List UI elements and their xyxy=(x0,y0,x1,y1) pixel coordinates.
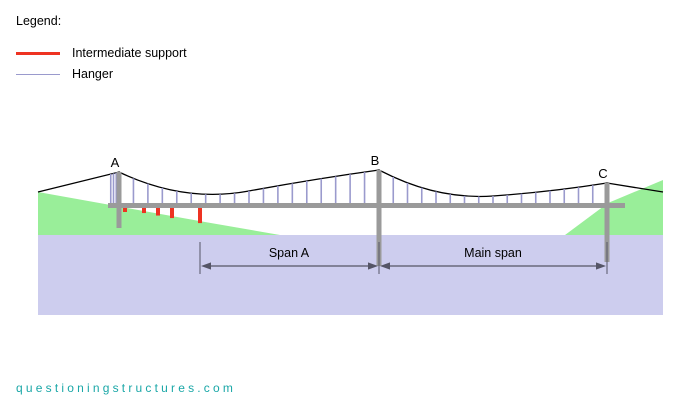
tower-b xyxy=(376,170,382,266)
legend-item-label: Hanger xyxy=(72,67,113,81)
dimension-label: Span A xyxy=(269,246,310,260)
ground-left-bank xyxy=(38,192,280,235)
site-watermark: questioningstructures.com xyxy=(16,381,237,395)
bridge-deck xyxy=(108,203,625,208)
legend-item-intermediate-support: Intermediate support xyxy=(16,44,336,62)
legend: Legend: Intermediate support Hanger xyxy=(16,14,336,86)
water-body xyxy=(38,235,663,315)
dimension-arrow-right xyxy=(368,262,378,270)
intermediate-support-group xyxy=(123,208,202,224)
tower-label-a: A xyxy=(111,155,120,170)
intermediate-support xyxy=(142,208,146,214)
dimension-arrow-right xyxy=(596,262,606,270)
intermediate-support xyxy=(123,208,127,212)
dimension-arrow-left xyxy=(201,262,211,270)
legend-item-label: Intermediate support xyxy=(72,46,187,60)
thick-red-line-icon xyxy=(16,47,60,59)
tower-label-group: A B C xyxy=(111,153,608,181)
legend-item-hanger: Hanger xyxy=(16,65,336,83)
intermediate-support xyxy=(198,208,202,224)
dimension-arrow-left xyxy=(380,262,390,270)
tower-c xyxy=(604,183,610,262)
hanger-group xyxy=(109,172,594,203)
thin-blue-line-icon xyxy=(16,68,60,80)
intermediate-support xyxy=(170,208,174,219)
tower-label-c: C xyxy=(598,166,607,181)
tower-a xyxy=(116,172,122,228)
tower-group xyxy=(116,170,610,266)
intermediate-support xyxy=(156,208,160,216)
dimension-group: Span A Main span xyxy=(199,242,608,274)
dimension-label: Main span xyxy=(464,246,522,260)
legend-title: Legend: xyxy=(16,14,62,28)
tower-label-b: B xyxy=(371,153,380,168)
